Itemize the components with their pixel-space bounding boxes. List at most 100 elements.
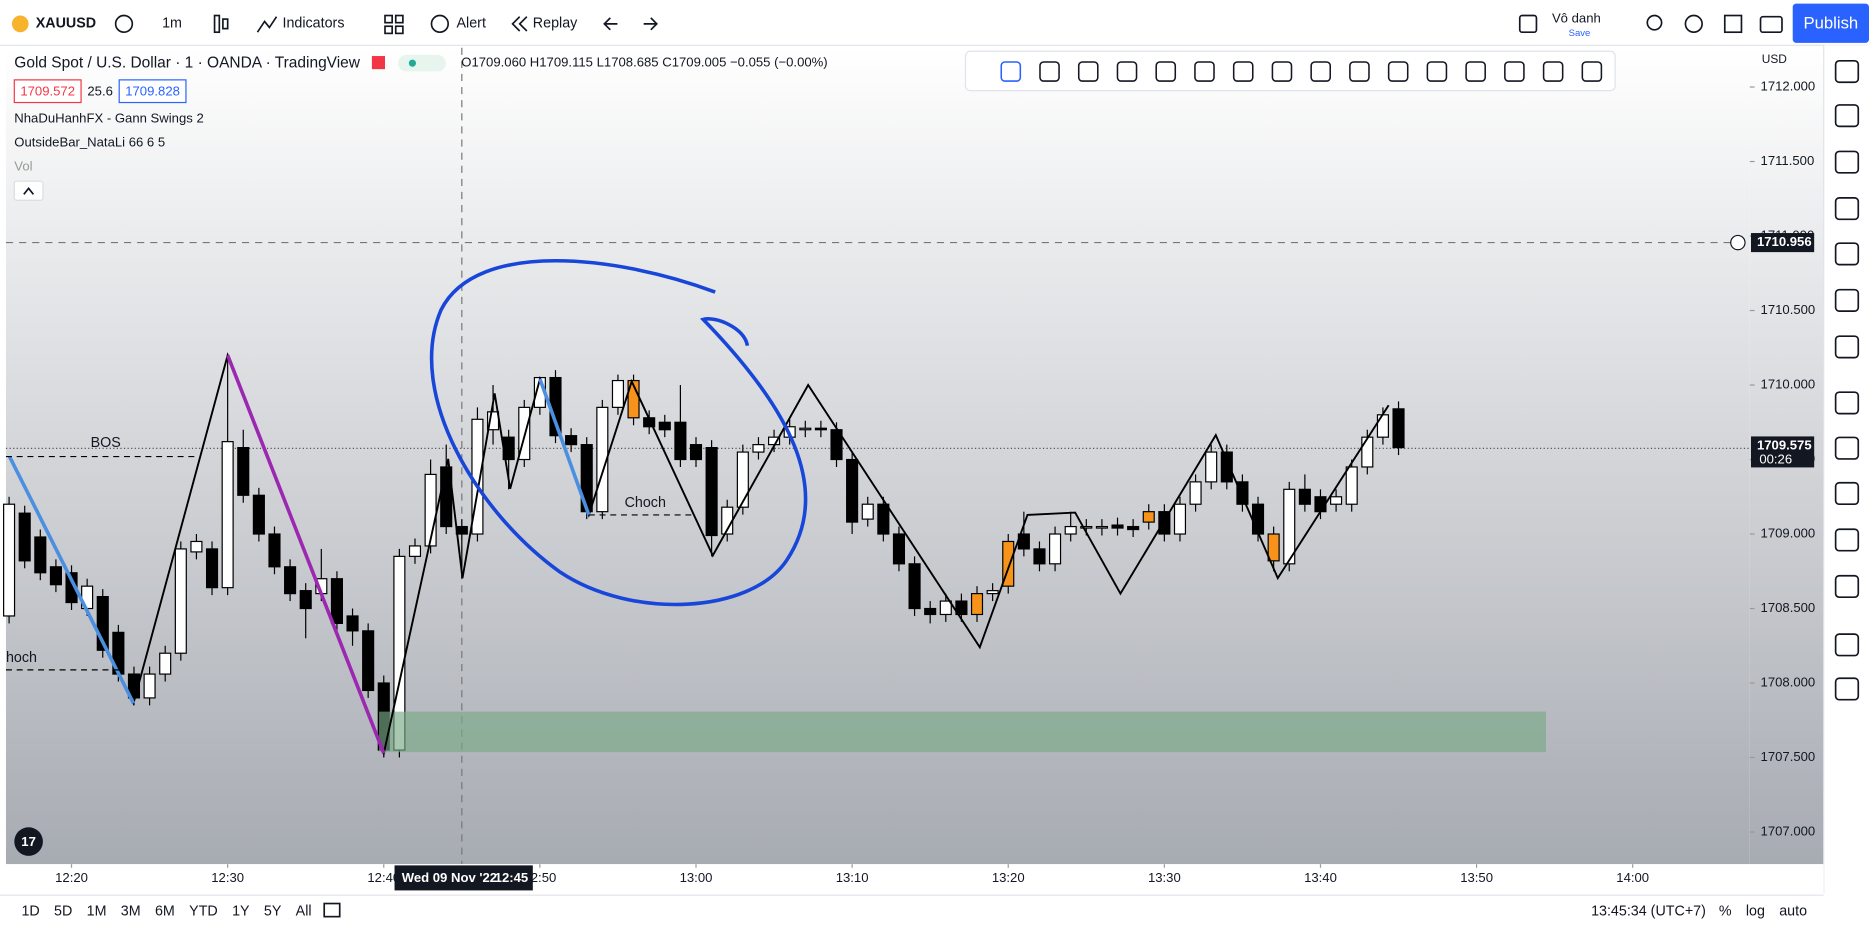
symbol[interactable]: XAUUSD	[36, 16, 96, 32]
sidebar-button[interactable]	[1834, 335, 1860, 359]
drawing-tool[interactable]	[1232, 61, 1254, 82]
sidebar-button[interactable]	[1834, 633, 1860, 657]
ask-box[interactable]	[118, 79, 187, 104]
settings[interactable]	[1684, 14, 1703, 34]
scale-option[interactable]: auto	[1779, 904, 1807, 920]
templates[interactable]	[394, 14, 404, 24]
status	[398, 54, 446, 72]
drawing-tool[interactable]	[1504, 61, 1525, 82]
sidebar-button[interactable]	[1834, 574, 1860, 599]
undo[interactable]	[603, 17, 618, 31]
templates[interactable]	[384, 14, 393, 24]
layout-checkbox[interactable]	[1518, 14, 1538, 34]
fullscreen[interactable]	[1723, 14, 1743, 34]
add-alert[interactable]	[1730, 234, 1746, 251]
candle-body	[861, 503, 874, 520]
save-status[interactable]: Save	[1569, 28, 1591, 39]
publish-button[interactable]	[1792, 3, 1869, 43]
indicators-icon[interactable]	[256, 16, 278, 33]
candle-body	[658, 421, 671, 431]
drawing-tool[interactable]	[1581, 61, 1603, 82]
collapse-icon[interactable]	[23, 187, 35, 195]
choch-label: Choch	[625, 495, 666, 511]
candle-body	[1376, 414, 1389, 438]
drawing-tool[interactable]	[1155, 61, 1177, 82]
drawing-tool[interactable]	[1542, 61, 1564, 82]
search[interactable]	[1646, 14, 1663, 31]
drawing-tool[interactable]	[1271, 61, 1293, 82]
candle-body	[408, 545, 422, 557]
trend-line	[538, 378, 591, 516]
interval[interactable]: 1m	[162, 16, 182, 32]
templates[interactable]	[394, 25, 404, 35]
replay-icon[interactable]	[511, 16, 528, 32]
add-symbol[interactable]	[114, 14, 134, 34]
bid[interactable]: 1709.572	[20, 83, 75, 98]
drawing-tool[interactable]	[1116, 61, 1138, 82]
sidebar-button[interactable]	[1834, 677, 1860, 701]
sidebar-button[interactable]	[1834, 436, 1860, 460]
ask[interactable]: 1709.828	[125, 83, 180, 98]
range-button[interactable]: 5D	[54, 904, 72, 920]
templates[interactable]	[384, 25, 393, 35]
drawing-tool[interactable]	[1387, 61, 1409, 82]
candle-body	[1173, 503, 1187, 535]
range-button[interactable]: 1Y	[232, 904, 250, 920]
drawing-tool[interactable]	[1194, 61, 1215, 82]
indicators-button[interactable]: Indicators	[282, 16, 344, 32]
range-button[interactable]: All	[296, 904, 312, 920]
range-button[interactable]: 5Y	[264, 904, 282, 920]
drawing-tool[interactable]	[1310, 61, 1332, 82]
sidebar-button[interactable]	[1834, 528, 1860, 552]
snapshot[interactable]	[1759, 15, 1783, 34]
drawing-tool[interactable]	[1039, 61, 1060, 82]
alert-button[interactable]: Alert	[457, 16, 486, 32]
candle-body	[1080, 525, 1093, 529]
drawing-tool[interactable]	[1465, 61, 1486, 82]
sidebar-button[interactable]	[1834, 481, 1860, 506]
candle-body	[1142, 511, 1155, 523]
tv-logo[interactable]	[14, 827, 43, 856]
scale-option[interactable]: %	[1719, 904, 1732, 920]
sidebar-button[interactable]	[1834, 288, 1860, 312]
sidebar-button[interactable]	[1834, 104, 1860, 128]
range-button[interactable]: YTD	[189, 904, 218, 920]
right-sidebar	[1823, 45, 1869, 925]
publish-label[interactable]: Publish	[1804, 13, 1859, 32]
tv-logo-mark: 17	[21, 834, 36, 849]
bid-box[interactable]	[13, 79, 82, 104]
drawing-tool[interactable]	[1077, 61, 1099, 82]
replay-button[interactable]: Replay	[533, 16, 578, 32]
candle-body	[1002, 540, 1015, 587]
sidebar-button[interactable]	[1834, 197, 1860, 221]
clock[interactable]: 13:45:34 (UTC+7)	[1591, 904, 1706, 920]
candle-body	[611, 379, 625, 408]
candle-body	[49, 566, 62, 586]
y-tick-label: 1711.500	[1761, 153, 1815, 168]
chart-type[interactable]	[213, 14, 221, 34]
range-button[interactable]: 3M	[121, 904, 141, 920]
drawing-tool[interactable]	[1000, 61, 1022, 82]
range-button[interactable]: 1D	[21, 904, 39, 920]
range-button[interactable]: 1M	[87, 904, 107, 920]
collapse-legend[interactable]	[13, 180, 44, 201]
redo[interactable]	[643, 17, 658, 31]
date-range[interactable]	[323, 902, 341, 918]
spread: 25.6	[87, 83, 113, 98]
candle-body	[1361, 436, 1374, 468]
sidebar-button[interactable]	[1834, 242, 1860, 266]
scale-option[interactable]: log	[1746, 904, 1765, 920]
candle-body	[1392, 408, 1405, 449]
drawing-tool[interactable]	[1426, 61, 1448, 82]
sidebar-button[interactable]	[1834, 391, 1860, 415]
sidebar-button[interactable]	[1834, 59, 1860, 84]
candle-body	[752, 444, 765, 453]
alert-icon[interactable]	[430, 14, 450, 34]
chart-type[interactable]	[222, 18, 229, 30]
x-tick-label: 12:20	[55, 870, 88, 885]
bos-label: BOS	[91, 435, 121, 451]
sidebar-button[interactable]	[1834, 150, 1860, 174]
drawing-tool[interactable]	[1349, 61, 1370, 82]
layout-name[interactable]: Vô danh	[1552, 11, 1601, 26]
range-button[interactable]: 6M	[155, 904, 175, 920]
